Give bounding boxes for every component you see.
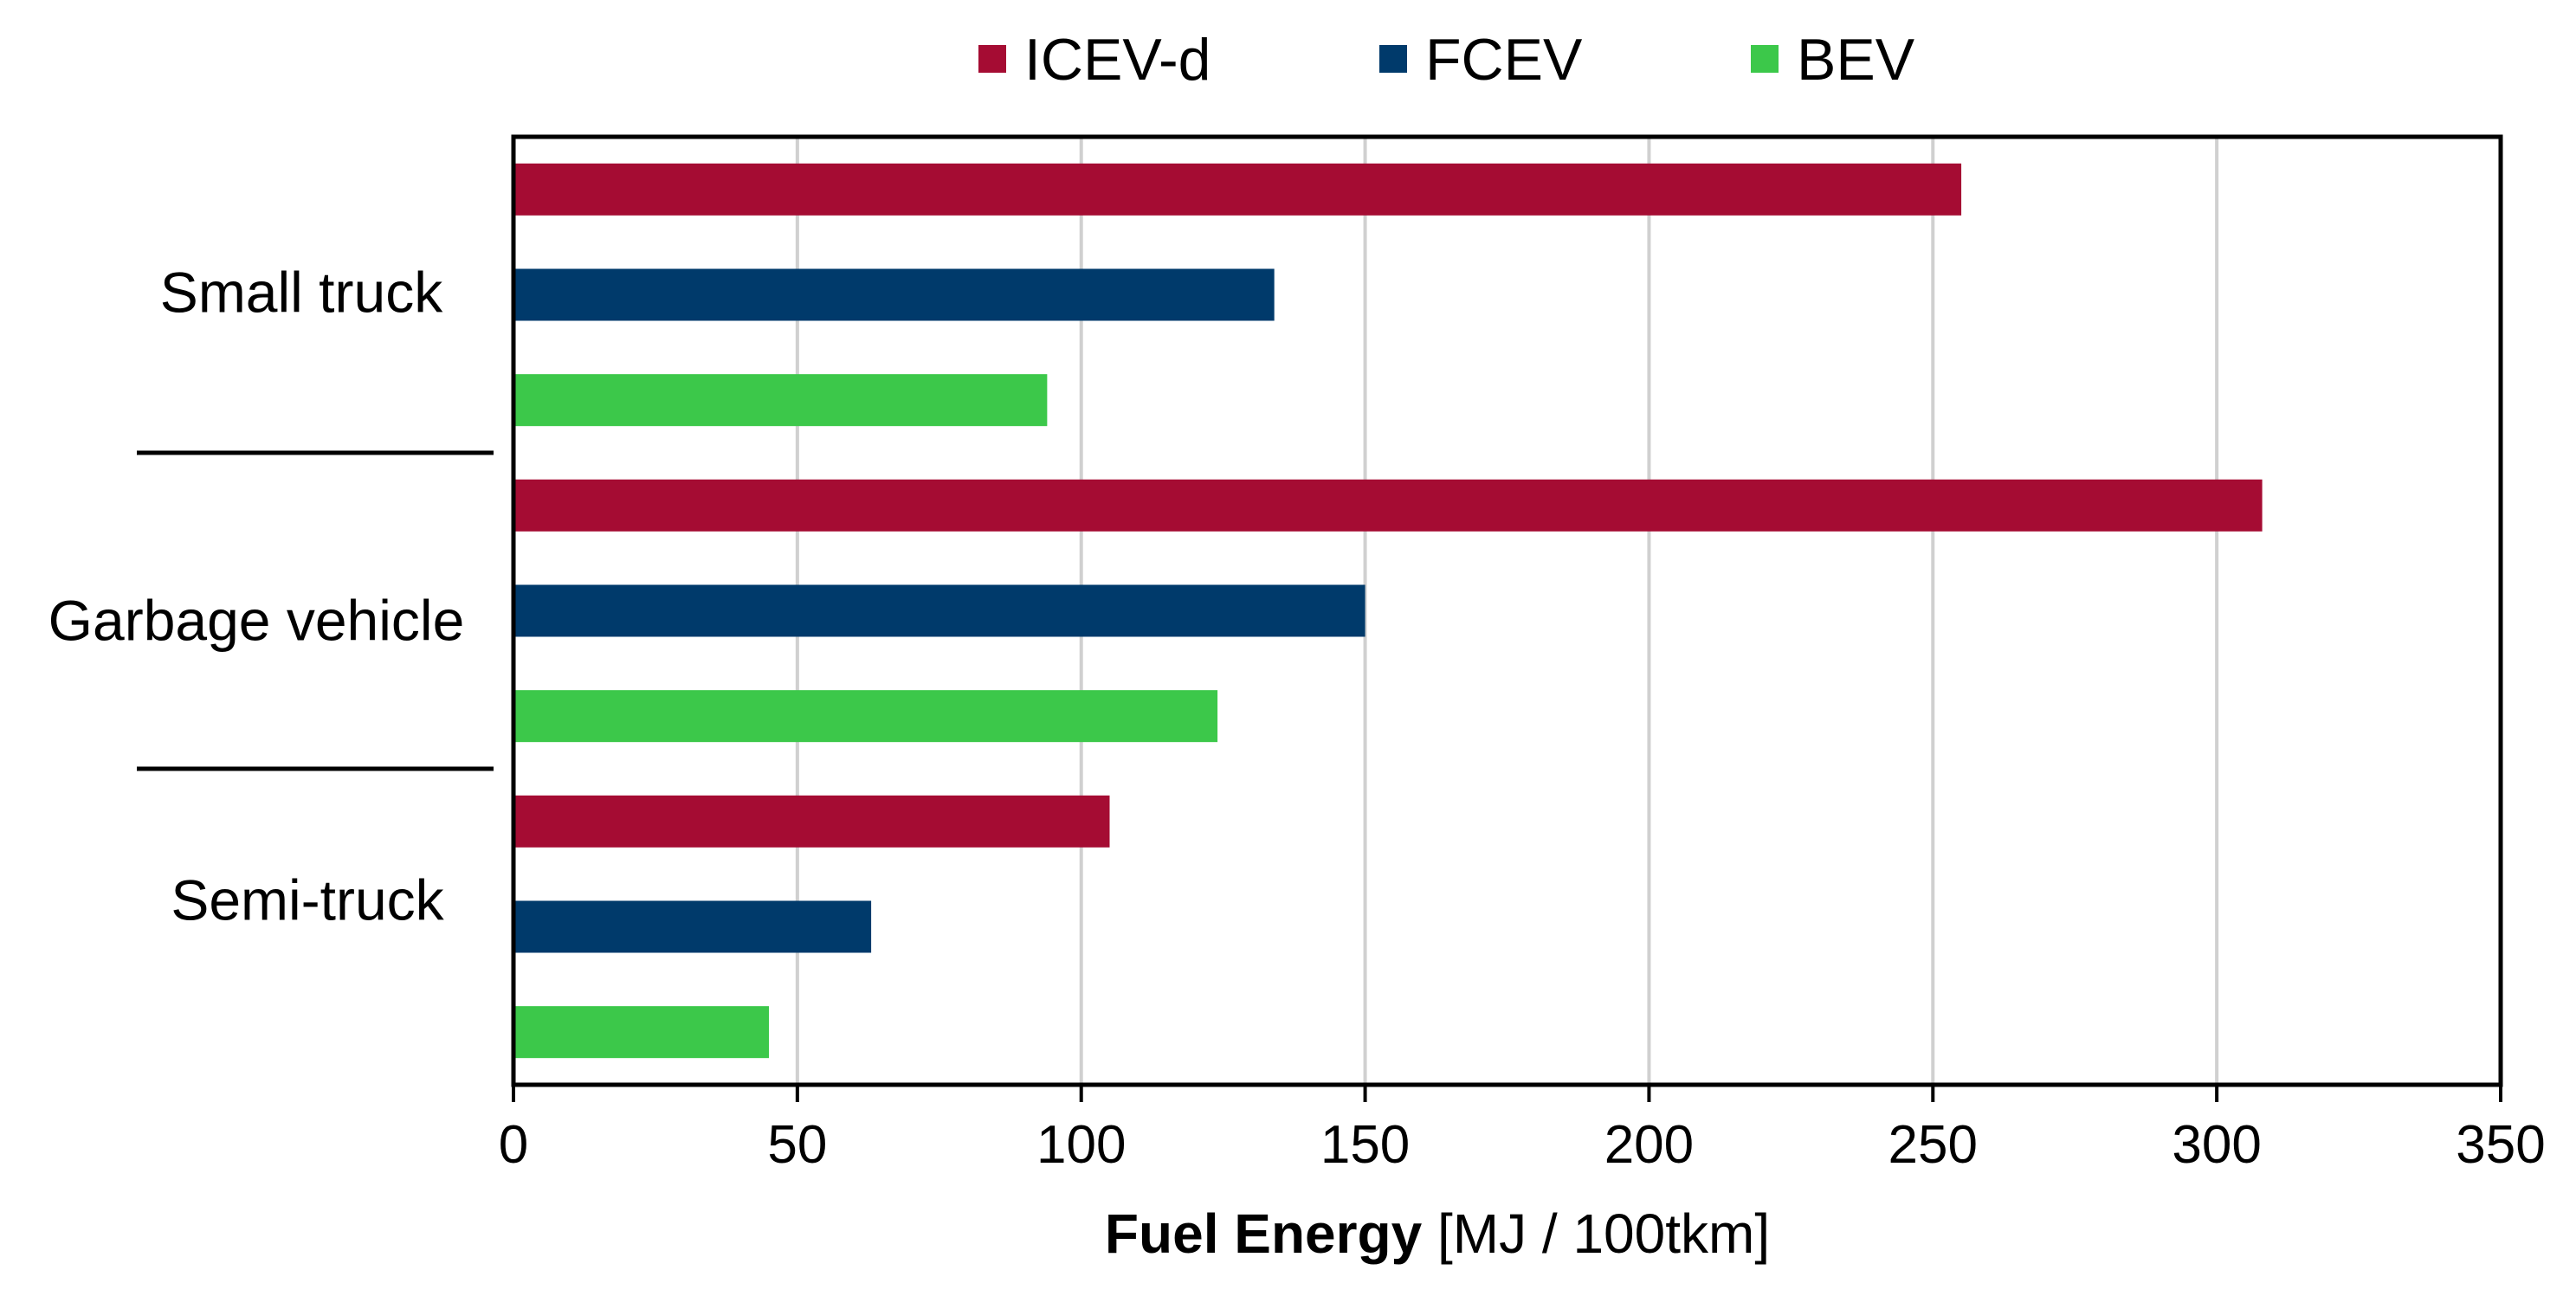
bar-fcev-garbage-vehicle — [513, 584, 1365, 637]
x-tick-label: 200 — [1604, 1115, 1694, 1175]
bar-icev-d-semi-truck — [513, 795, 1110, 848]
x-tick-label: 50 — [767, 1115, 827, 1175]
x-tick-label: 300 — [2172, 1115, 2261, 1175]
x-tick-label: 100 — [1036, 1115, 1126, 1175]
x-tick-label: 0 — [499, 1115, 528, 1175]
legend: ICEV-d FCEV BEV — [978, 27, 1915, 93]
bar-bev-small-truck — [513, 374, 1048, 427]
category-label: Semi-truck — [171, 868, 444, 932]
x-axis-label-title: Fuel Energy — [1105, 1203, 1423, 1265]
bar-bev-semi-truck — [513, 1006, 770, 1059]
bar-icev-d-garbage-vehicle — [513, 479, 2263, 532]
category-label: Garbage vehicle — [48, 589, 465, 653]
bar-fcev-small-truck — [513, 268, 1275, 321]
x-axis-label-units: [MJ / 100tkm] — [1437, 1203, 1770, 1265]
legend-label-icev-d: ICEV-d — [1024, 27, 1211, 93]
x-axis-label: Fuel Energy [MJ / 100tkm] — [1105, 1203, 1770, 1265]
x-tick-label: 250 — [1888, 1115, 1978, 1175]
bar-series — [513, 163, 2263, 1059]
category-labels: Small truck Garbage vehicle Semi-truck — [48, 261, 465, 932]
x-tick-label: 350 — [2456, 1115, 2545, 1175]
legend-label-bev: BEV — [1797, 27, 1915, 93]
bar-fcev-semi-truck — [513, 900, 872, 953]
category-label: Small truck — [160, 261, 443, 325]
bar-icev-d-small-truck — [513, 163, 1962, 216]
legend-swatch-bev — [1751, 45, 1779, 73]
legend-swatch-fcev — [1379, 45, 1407, 73]
category-separators — [137, 450, 494, 771]
bar-bev-garbage-vehicle — [513, 690, 1218, 743]
plot-area-frame — [511, 134, 2503, 1087]
x-axis-ticks: 0 50 100 150 200 250 300 350 — [499, 1085, 2546, 1175]
legend-swatch-icev-d — [978, 45, 1006, 73]
x-tick-label: 150 — [1320, 1115, 1410, 1175]
legend-label-fcev: FCEV — [1425, 27, 1583, 93]
